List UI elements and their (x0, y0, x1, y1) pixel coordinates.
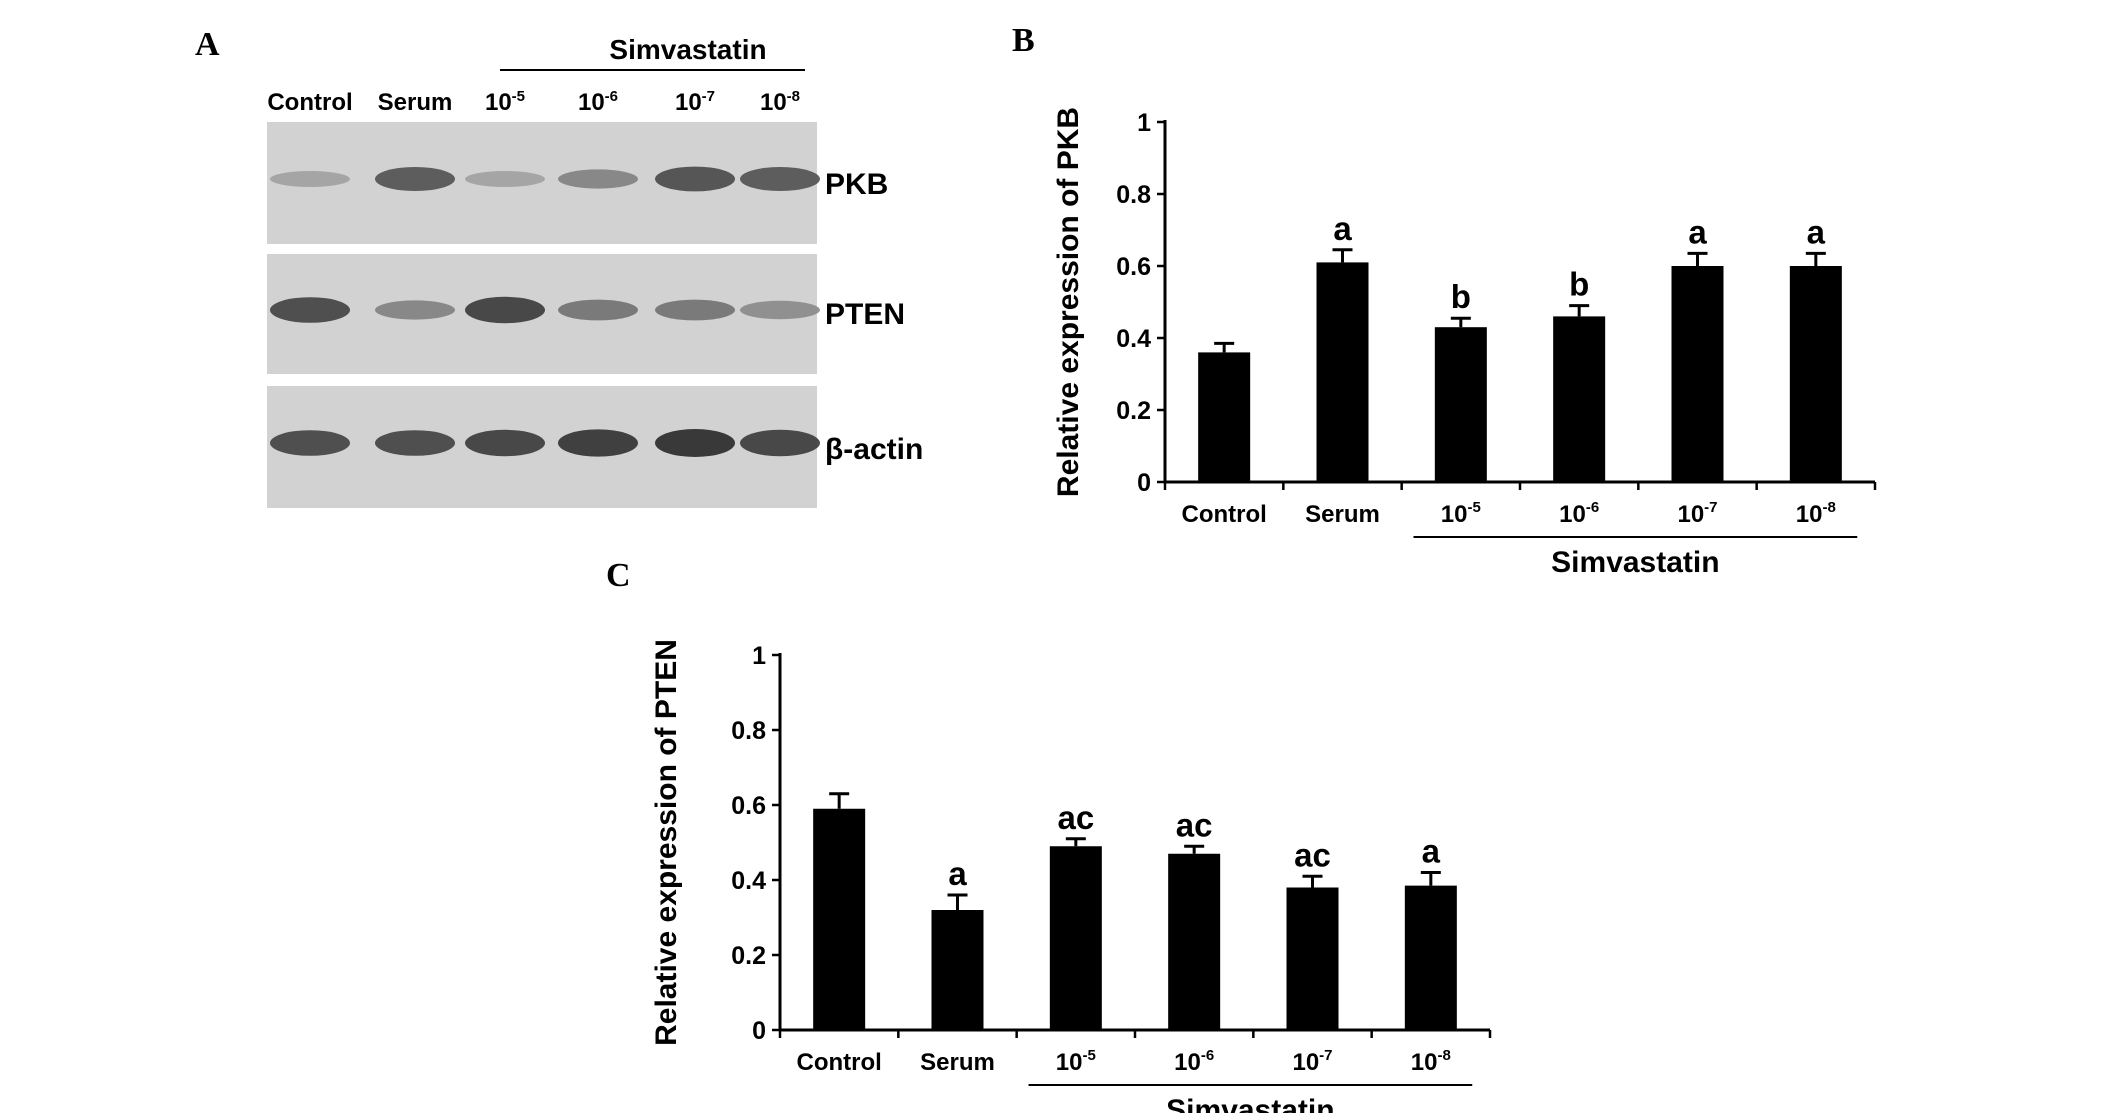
y-tick-label: 0 (1137, 469, 1151, 497)
x-tick-label: Serum (920, 1049, 995, 1076)
blot-band (375, 167, 455, 191)
blot-band (655, 429, 735, 457)
bar (1286, 887, 1339, 1030)
bar (1671, 266, 1724, 482)
significance-label: ac (1057, 799, 1094, 836)
band-label-pkb: PKB (825, 168, 889, 201)
x-tick-label: 10-7 (1292, 1047, 1332, 1076)
significance-label: a (1333, 210, 1352, 247)
x-tick-label: 10-5 (1056, 1047, 1096, 1076)
pten-bar-chart: 0 0.2 0.4 0.6 0.8 1 Control a Serum ac 10-5 ac 10-6 a… (650, 639, 1492, 1113)
y-tick-label: 0.8 (731, 717, 766, 745)
x-tick-label: 10-7 (1677, 499, 1717, 528)
pkb-bar-chart: 0 0.2 0.4 0.6 0.8 1 Control a Serum b 10-5 b 10-6 a 10… (1052, 107, 1877, 579)
bar (1789, 266, 1842, 482)
bar (1168, 853, 1221, 1030)
x-tick-label: 10-6 (1174, 1047, 1214, 1076)
significance-label: b (1451, 278, 1471, 315)
y-tick-label: 0.6 (731, 792, 766, 820)
lane-label-1e-8: 10-8 (759, 88, 801, 116)
bar (1434, 327, 1487, 482)
significance-label: ac (1176, 806, 1213, 843)
blot-band (270, 171, 350, 187)
blot-band (270, 430, 350, 456)
blot-band (558, 169, 638, 189)
band-label-beta-actin: β-actin (825, 433, 924, 466)
bar (931, 910, 984, 1030)
significance-label: ac (1294, 836, 1331, 873)
x-tick-label: Serum (1305, 501, 1380, 528)
y-tick-label: 0.2 (1116, 397, 1151, 425)
panel-letter-b: B (1012, 22, 1035, 59)
significance-label: a (1688, 213, 1707, 250)
blot-background (267, 122, 817, 244)
y-tick-label: 0.4 (1116, 325, 1151, 353)
blot-band (465, 171, 545, 187)
y-axis-label: Relative expression of PTEN (650, 639, 683, 1046)
blot-band (655, 299, 735, 321)
significance-label: a (1807, 213, 1826, 250)
blot-strip-beta-actin (267, 386, 820, 508)
blot-band (270, 297, 350, 323)
blot-band (465, 429, 545, 457)
group-label: Simvastatin (1166, 1094, 1334, 1113)
y-tick-label: 1 (1137, 109, 1151, 137)
panel-letter-c: C (606, 557, 631, 594)
western-blot-panel: Simvastatin Control Serum 10-5 10-6 10-7… (255, 30, 955, 520)
blot-strip-pkb (267, 122, 820, 244)
blot-band (558, 299, 638, 321)
bar (1198, 352, 1251, 482)
bar (1404, 885, 1457, 1030)
lane-label-control: Control (267, 89, 353, 116)
bar (1049, 846, 1102, 1030)
x-tick-label: 10-8 (1411, 1047, 1451, 1076)
blot-band (740, 429, 820, 457)
y-tick-label: 0.6 (1116, 253, 1151, 281)
panel-letter-a: A (195, 26, 220, 63)
y-tick-label: 0.4 (731, 867, 766, 895)
y-tick-label: 0.2 (731, 942, 766, 970)
blot-group-line (500, 69, 805, 71)
band-label-pten: PTEN (825, 298, 906, 331)
y-tick-label: 0.8 (1116, 181, 1151, 209)
bar (1553, 316, 1606, 482)
y-tick-label: 0 (752, 1017, 766, 1045)
significance-label: a (1422, 833, 1441, 870)
significance-label: a (948, 855, 967, 892)
lane-label-1e-7: 10-7 (674, 88, 716, 116)
group-label: Simvastatin (1551, 546, 1719, 579)
x-tick-label: 10-5 (1441, 499, 1481, 528)
blot-band (465, 296, 545, 324)
blot-strip-pten (267, 254, 820, 374)
blot-band (375, 300, 455, 320)
blot-band (740, 167, 820, 191)
blot-band (375, 430, 455, 456)
significance-label: b (1569, 266, 1589, 303)
y-tick-label: 1 (752, 642, 766, 670)
blot-band (558, 429, 638, 457)
x-tick-label: Control (1182, 501, 1267, 528)
x-tick-label: Control (797, 1049, 882, 1076)
bar (1316, 262, 1369, 482)
bar (813, 808, 866, 1030)
blot-group-label: Simvastatin (609, 34, 767, 65)
y-axis-label: Relative expression of PKB (1052, 107, 1085, 497)
lane-label-1e-5: 10-5 (484, 88, 526, 116)
x-tick-label: 10-6 (1559, 499, 1599, 528)
blot-band (740, 300, 820, 320)
x-tick-label: 10-8 (1796, 499, 1836, 528)
blot-band (655, 166, 735, 192)
lane-label-serum: Serum (377, 89, 453, 116)
lane-label-1e-6: 10-6 (577, 88, 619, 116)
